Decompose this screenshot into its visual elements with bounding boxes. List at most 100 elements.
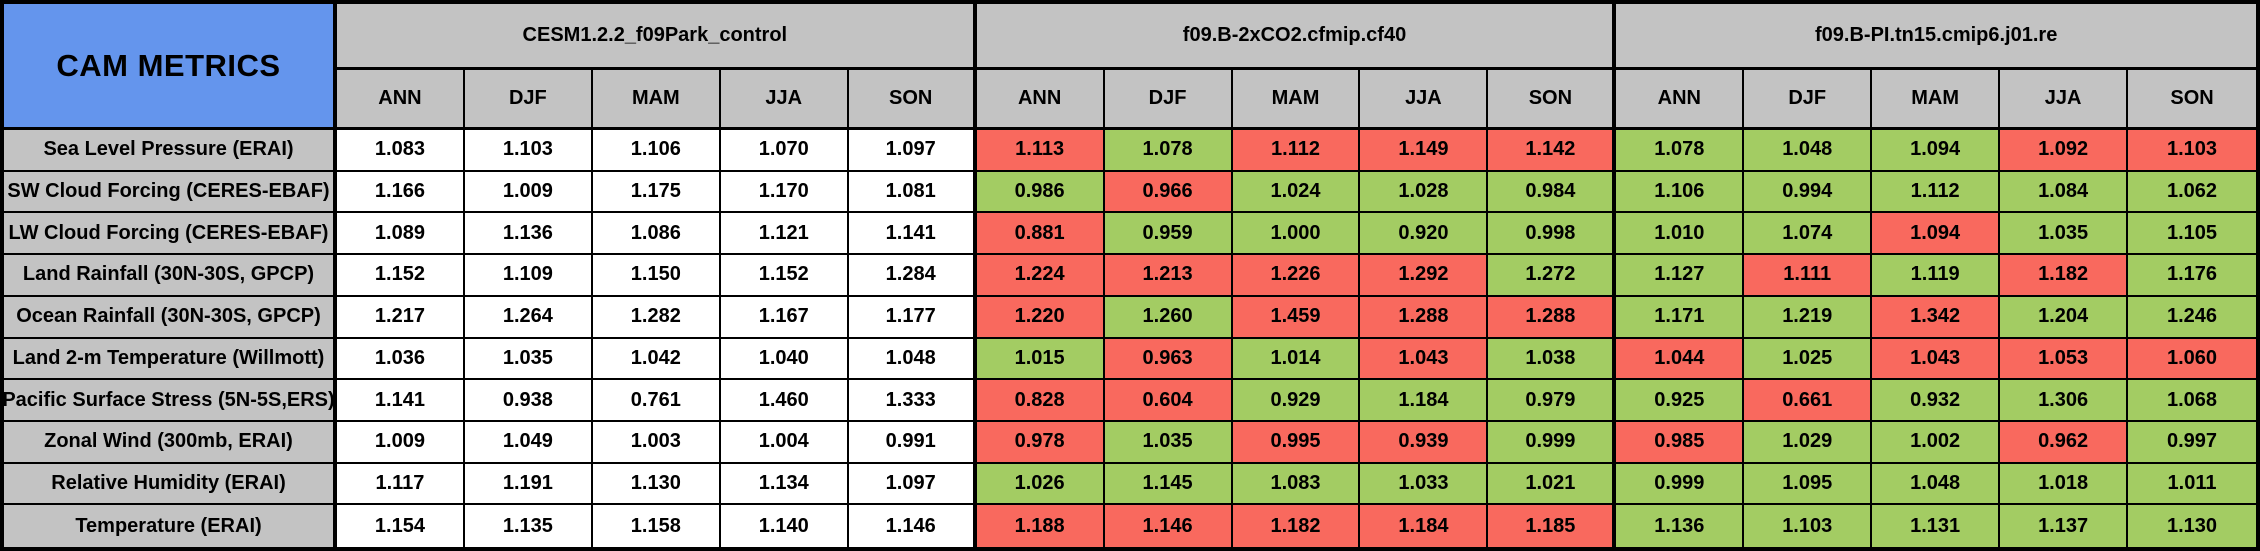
metric-value-cell: 1.213 xyxy=(1104,255,1233,297)
metric-value-cell: 1.040 xyxy=(720,338,849,381)
metric-value-cell: 1.149 xyxy=(1360,130,1489,172)
metric-value-cell: 1.028 xyxy=(1360,171,1489,214)
metric-value-cell: 1.136 xyxy=(464,213,593,256)
metric-value-cell: 1.177 xyxy=(848,296,977,339)
metric-value-cell: 1.086 xyxy=(592,213,721,256)
metric-value-cell: 1.191 xyxy=(464,463,593,506)
metric-value-cell: 1.043 xyxy=(1872,338,2001,381)
metric-value-cell: 1.170 xyxy=(720,171,849,214)
metric-value-cell: 1.003 xyxy=(592,421,721,464)
metric-value-cell: 1.217 xyxy=(337,296,465,339)
metric-value-cell: 0.985 xyxy=(1616,421,1745,464)
metric-value-cell: 0.604 xyxy=(1104,380,1233,422)
group-header-2: f09.B-2xCO2.cfmip.cf40 xyxy=(976,4,1617,70)
metric-value-cell: 1.171 xyxy=(1616,296,1745,339)
row-label: Pacific Surface Stress (5N-5S,ERS) xyxy=(4,380,337,422)
metric-value-cell: 1.158 xyxy=(592,505,721,547)
metric-value-cell: 0.984 xyxy=(1488,171,1617,214)
metric-value-cell: 1.094 xyxy=(1872,213,2001,256)
metric-value-cell: 0.661 xyxy=(1744,380,1873,422)
metric-value-cell: 0.986 xyxy=(976,171,1105,214)
metric-value-cell: 1.026 xyxy=(976,463,1105,506)
season-header-son: SON xyxy=(848,70,977,130)
metric-value-cell: 1.078 xyxy=(1616,130,1745,172)
metric-value-cell: 1.106 xyxy=(592,130,721,172)
metric-value-cell: 1.224 xyxy=(976,255,1105,297)
metric-value-cell: 1.009 xyxy=(337,421,465,464)
metric-value-cell: 1.053 xyxy=(2000,338,2129,381)
metric-value-cell: 1.459 xyxy=(1232,296,1361,339)
metric-value-cell: 0.920 xyxy=(1360,213,1489,256)
season-header-jja: JJA xyxy=(2000,70,2129,130)
metric-value-cell: 1.092 xyxy=(2000,130,2129,172)
group-header-3: f09.B-PI.tn15.cmip6.j01.re xyxy=(1616,4,2256,70)
metric-value-cell: 1.103 xyxy=(464,130,593,172)
metric-value-cell: 0.979 xyxy=(1488,380,1617,422)
season-header-djf: DJF xyxy=(1104,70,1233,130)
metric-value-cell: 1.105 xyxy=(2128,213,2256,256)
metric-value-cell: 1.000 xyxy=(1232,213,1361,256)
metric-value-cell: 1.140 xyxy=(720,505,849,547)
metric-value-cell: 1.282 xyxy=(592,296,721,339)
metric-value-cell: 1.081 xyxy=(848,171,977,214)
metric-value-cell: 1.095 xyxy=(1744,463,1873,506)
metric-value-cell: 1.103 xyxy=(2128,130,2256,172)
metric-value-cell: 1.035 xyxy=(464,338,593,381)
metric-value-cell: 1.089 xyxy=(337,213,465,256)
metric-value-cell: 0.995 xyxy=(1232,421,1361,464)
metric-value-cell: 1.111 xyxy=(1744,255,1873,297)
metric-value-cell: 0.999 xyxy=(1488,421,1617,464)
metric-value-cell: 1.112 xyxy=(1872,171,2001,214)
row-label: Ocean Rainfall (30N-30S, GPCP) xyxy=(4,296,337,339)
metric-value-cell: 1.141 xyxy=(848,213,977,256)
row-label: Land Rainfall (30N-30S, GPCP) xyxy=(4,255,337,297)
season-header-ann: ANN xyxy=(337,70,465,130)
metric-value-cell: 1.184 xyxy=(1360,380,1489,422)
season-header-jja: JJA xyxy=(720,70,849,130)
metric-value-cell: 1.029 xyxy=(1744,421,1873,464)
metric-value-cell: 1.015 xyxy=(976,338,1105,381)
season-header-ann: ANN xyxy=(1616,70,1745,130)
metric-value-cell: 1.182 xyxy=(1232,505,1361,547)
season-header-son: SON xyxy=(2128,70,2256,130)
metric-value-cell: 1.284 xyxy=(848,255,977,297)
metric-value-cell: 1.145 xyxy=(1104,463,1233,506)
metric-value-cell: 1.011 xyxy=(2128,463,2256,506)
metric-value-cell: 1.182 xyxy=(2000,255,2129,297)
metric-value-cell: 1.060 xyxy=(2128,338,2256,381)
metric-value-cell: 1.083 xyxy=(1232,463,1361,506)
metric-value-cell: 1.036 xyxy=(337,338,465,381)
metric-value-cell: 1.083 xyxy=(337,130,465,172)
metric-value-cell: 1.113 xyxy=(976,130,1105,172)
season-header-mam: MAM xyxy=(1232,70,1361,130)
metric-value-cell: 1.152 xyxy=(337,255,465,297)
metric-value-cell: 1.152 xyxy=(720,255,849,297)
metric-value-cell: 0.939 xyxy=(1360,421,1489,464)
metric-value-cell: 1.042 xyxy=(592,338,721,381)
metric-value-cell: 1.127 xyxy=(1616,255,1745,297)
metric-value-cell: 1.146 xyxy=(848,505,977,547)
metric-value-cell: 1.097 xyxy=(848,130,977,172)
metric-value-cell: 1.131 xyxy=(1872,505,2001,547)
metric-value-cell: 1.033 xyxy=(1360,463,1489,506)
metric-value-cell: 1.188 xyxy=(976,505,1105,547)
metric-value-cell: 1.106 xyxy=(1616,171,1745,214)
metric-value-cell: 1.130 xyxy=(592,463,721,506)
metric-value-cell: 1.048 xyxy=(1872,463,2001,506)
metric-value-cell: 1.204 xyxy=(2000,296,2129,339)
metric-value-cell: 1.460 xyxy=(720,380,849,422)
metric-value-cell: 1.134 xyxy=(720,463,849,506)
metric-value-cell: 1.137 xyxy=(2000,505,2129,547)
metric-value-cell: 1.288 xyxy=(1360,296,1489,339)
metric-value-cell: 1.014 xyxy=(1232,338,1361,381)
metric-value-cell: 1.094 xyxy=(1872,130,2001,172)
metric-value-cell: 1.176 xyxy=(2128,255,2256,297)
metric-value-cell: 0.999 xyxy=(1616,463,1745,506)
metric-value-cell: 1.103 xyxy=(1744,505,1873,547)
metric-value-cell: 1.130 xyxy=(2128,505,2256,547)
metric-value-cell: 1.260 xyxy=(1104,296,1233,339)
metric-value-cell: 1.049 xyxy=(464,421,593,464)
metric-value-cell: 1.048 xyxy=(1744,130,1873,172)
metric-value-cell: 1.010 xyxy=(1616,213,1745,256)
metric-value-cell: 1.288 xyxy=(1488,296,1617,339)
